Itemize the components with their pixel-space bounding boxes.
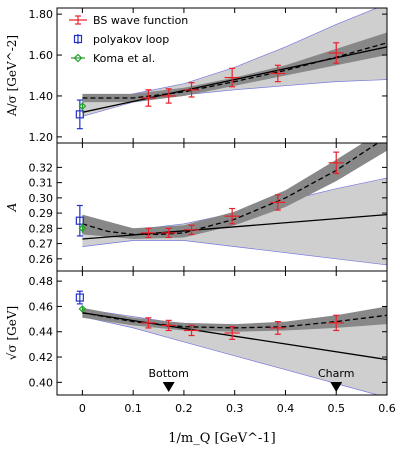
p3-polyakov-point bbox=[75, 290, 84, 305]
p1-bs-point-5 bbox=[328, 42, 344, 64]
p1-bs-point-1 bbox=[161, 88, 177, 104]
annotation-label-1: Charm bbox=[318, 367, 354, 380]
p2-bs-point-5 bbox=[328, 151, 344, 175]
p3-bs-point-5 bbox=[328, 314, 344, 332]
annotation-arrow-1 bbox=[330, 382, 343, 392]
x-tick-label-1: 0.1 bbox=[124, 402, 142, 415]
p2-ylabel: A bbox=[5, 202, 19, 212]
p3-ytick-label-2: 0.44 bbox=[29, 326, 54, 339]
p1-polyakov-point bbox=[75, 99, 84, 130]
p1-data-points bbox=[75, 42, 344, 130]
p1-polyakov-marker bbox=[75, 110, 84, 119]
p2-ytick-label-5: 0.31 bbox=[29, 177, 54, 190]
p1-band-dark-area bbox=[82, 32, 387, 103]
legend-polyakov-label: polyakov loop bbox=[93, 33, 169, 46]
p2-band-light-lower-edge bbox=[82, 240, 387, 266]
legend-bs-marker bbox=[69, 15, 87, 25]
p2-bs-point-0 bbox=[140, 227, 156, 239]
p1-bs-point-0 bbox=[140, 89, 156, 107]
p2-data-points bbox=[75, 151, 344, 239]
p3-ylabel: √σ [GeV] bbox=[5, 306, 19, 360]
p1-ytick-label-0: 1.20 bbox=[29, 131, 54, 144]
x-tick-label-5: 0.5 bbox=[327, 402, 345, 415]
p3-koma-marker bbox=[78, 305, 87, 313]
panel-bottom: 0.40 0.42 0.44 0.46 0.48 √σ [GeV] Bottom Char… bbox=[5, 270, 388, 396]
p1-ytick-label-3: 1.80 bbox=[29, 8, 54, 21]
p3-bs-point-0 bbox=[140, 317, 156, 329]
annotation-label-0: Bottom bbox=[149, 367, 189, 380]
legend: BS wave function polyakov loop Koma et a… bbox=[69, 14, 188, 65]
x-tick-label-0: 0 bbox=[79, 402, 86, 415]
p3-ytick-label-0: 0.40 bbox=[29, 376, 54, 389]
p2-fit-lines bbox=[82, 143, 387, 240]
p2-bs-point-2 bbox=[183, 224, 200, 236]
p3-koma-point bbox=[78, 305, 87, 313]
p1-ytick-label-2: 1.60 bbox=[29, 49, 54, 62]
x-axis-label: 1/m_Q [GeV^-1] bbox=[168, 431, 275, 446]
p2-ytick-label-1: 0.27 bbox=[29, 238, 54, 251]
p3-frame bbox=[56, 270, 388, 396]
p2-ytick-label-6: 0.32 bbox=[29, 161, 54, 174]
p3-quadratic-fit-line bbox=[82, 312, 387, 329]
panel-middle: 0.26 0.27 0.28 0.29 0.30 0.31 0.32 A bbox=[5, 142, 388, 272]
p2-bs-point-1 bbox=[161, 227, 177, 239]
p3-band-light-area bbox=[82, 309, 387, 395]
x-tick-label-2: 0.2 bbox=[175, 402, 193, 415]
p2-quadratic-fit-line bbox=[82, 143, 379, 236]
p3-polyakov-marker bbox=[75, 293, 84, 302]
legend-koma-label: Koma et al. bbox=[93, 52, 155, 65]
p2-koma-marker bbox=[78, 224, 87, 233]
p1-koma-point bbox=[78, 102, 87, 111]
p2-koma-point bbox=[78, 223, 87, 233]
p1-ylabel: A/σ [GeV^-2] bbox=[5, 35, 19, 117]
p3-bs-point-3 bbox=[224, 326, 240, 340]
p3-band-dark bbox=[82, 306, 387, 332]
p1-bs-point-3 bbox=[224, 67, 240, 88]
p3-band-dark-area bbox=[82, 306, 387, 332]
p2-polyakov-point bbox=[75, 204, 84, 237]
p2-ytick-label-4: 0.30 bbox=[29, 192, 54, 205]
p1-band-dark bbox=[82, 32, 387, 103]
p3-bs-point-4 bbox=[270, 321, 286, 335]
p2-ytick-label-3: 0.29 bbox=[29, 207, 54, 220]
p2-polyakov-marker bbox=[75, 216, 84, 225]
p1-ytick-label-1: 1.40 bbox=[29, 90, 54, 103]
p2-bs-point-4 bbox=[270, 194, 286, 211]
p3-ytick-label-1: 0.42 bbox=[29, 351, 54, 364]
p3-fit-lines bbox=[82, 312, 387, 361]
p3-ytick-label-3: 0.46 bbox=[29, 300, 54, 313]
annotations: Bottom Charm bbox=[149, 367, 354, 392]
p1-band-light-area bbox=[82, 8, 387, 117]
p2-bs-point-3 bbox=[224, 207, 240, 225]
annotation-arrow-0 bbox=[162, 382, 175, 392]
p1-bs-point-4 bbox=[270, 64, 286, 83]
x-tick-label-6: 0.6 bbox=[378, 402, 396, 415]
p3-bs-point-2 bbox=[183, 324, 200, 337]
p3-ytick-label-4: 0.48 bbox=[29, 275, 54, 288]
p3-data-points bbox=[75, 290, 344, 340]
x-axis-ticks: 0 0.1 0.2 0.3 0.4 0.5 0.6 bbox=[79, 402, 396, 415]
p3-bs-point-1 bbox=[161, 319, 177, 332]
legend-polyakov-marker bbox=[73, 34, 83, 44]
p2-ytick-label-0: 0.26 bbox=[29, 253, 54, 266]
x-tick-label-3: 0.3 bbox=[226, 402, 244, 415]
p1-koma-marker bbox=[78, 102, 87, 111]
x-tick-label-4: 0.4 bbox=[277, 402, 295, 415]
panel-top: 1.20 1.40 1.60 1.80 A/σ [GeV^-2] BS wave fu… bbox=[5, 7, 388, 144]
legend-bs-label: BS wave function bbox=[93, 14, 188, 27]
p3-axes: 0.40 0.42 0.44 0.46 0.48 bbox=[29, 270, 388, 396]
p2-ytick-label-2: 0.28 bbox=[29, 222, 54, 235]
p3-linear-fit-line bbox=[82, 312, 387, 361]
legend-koma-marker bbox=[71, 53, 85, 63]
p1-bs-point-2 bbox=[183, 82, 200, 98]
